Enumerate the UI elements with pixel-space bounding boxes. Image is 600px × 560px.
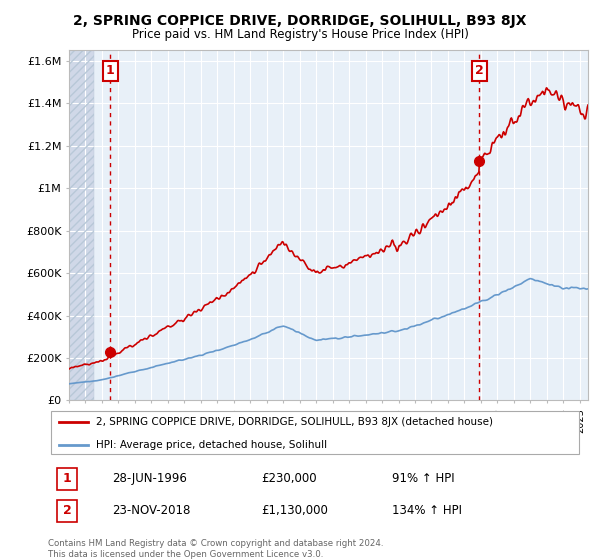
Bar (69, 50, 94, 400)
Text: 28-JUN-1996: 28-JUN-1996 (112, 472, 187, 486)
Text: 2: 2 (475, 64, 484, 77)
Text: 1: 1 (106, 64, 115, 77)
FancyBboxPatch shape (57, 500, 77, 522)
Text: 2, SPRING COPPICE DRIVE, DORRIDGE, SOLIHULL, B93 8JX: 2, SPRING COPPICE DRIVE, DORRIDGE, SOLIH… (73, 14, 527, 28)
Text: £230,000: £230,000 (262, 472, 317, 486)
Text: £1,130,000: £1,130,000 (262, 505, 328, 517)
Text: 91% ↑ HPI: 91% ↑ HPI (392, 472, 455, 486)
FancyBboxPatch shape (50, 411, 580, 454)
Text: 2: 2 (63, 505, 71, 517)
Text: HPI: Average price, detached house, Solihull: HPI: Average price, detached house, Soli… (96, 440, 327, 450)
Bar (69, 50, 94, 400)
Text: 1: 1 (63, 472, 71, 486)
Text: 2, SPRING COPPICE DRIVE, DORRIDGE, SOLIHULL, B93 8JX (detached house): 2, SPRING COPPICE DRIVE, DORRIDGE, SOLIH… (96, 417, 493, 427)
Text: Price paid vs. HM Land Registry's House Price Index (HPI): Price paid vs. HM Land Registry's House … (131, 28, 469, 41)
FancyBboxPatch shape (57, 468, 77, 490)
Text: Contains HM Land Registry data © Crown copyright and database right 2024.
This d: Contains HM Land Registry data © Crown c… (48, 539, 383, 559)
Text: 23-NOV-2018: 23-NOV-2018 (112, 505, 190, 517)
Text: 134% ↑ HPI: 134% ↑ HPI (392, 505, 463, 517)
